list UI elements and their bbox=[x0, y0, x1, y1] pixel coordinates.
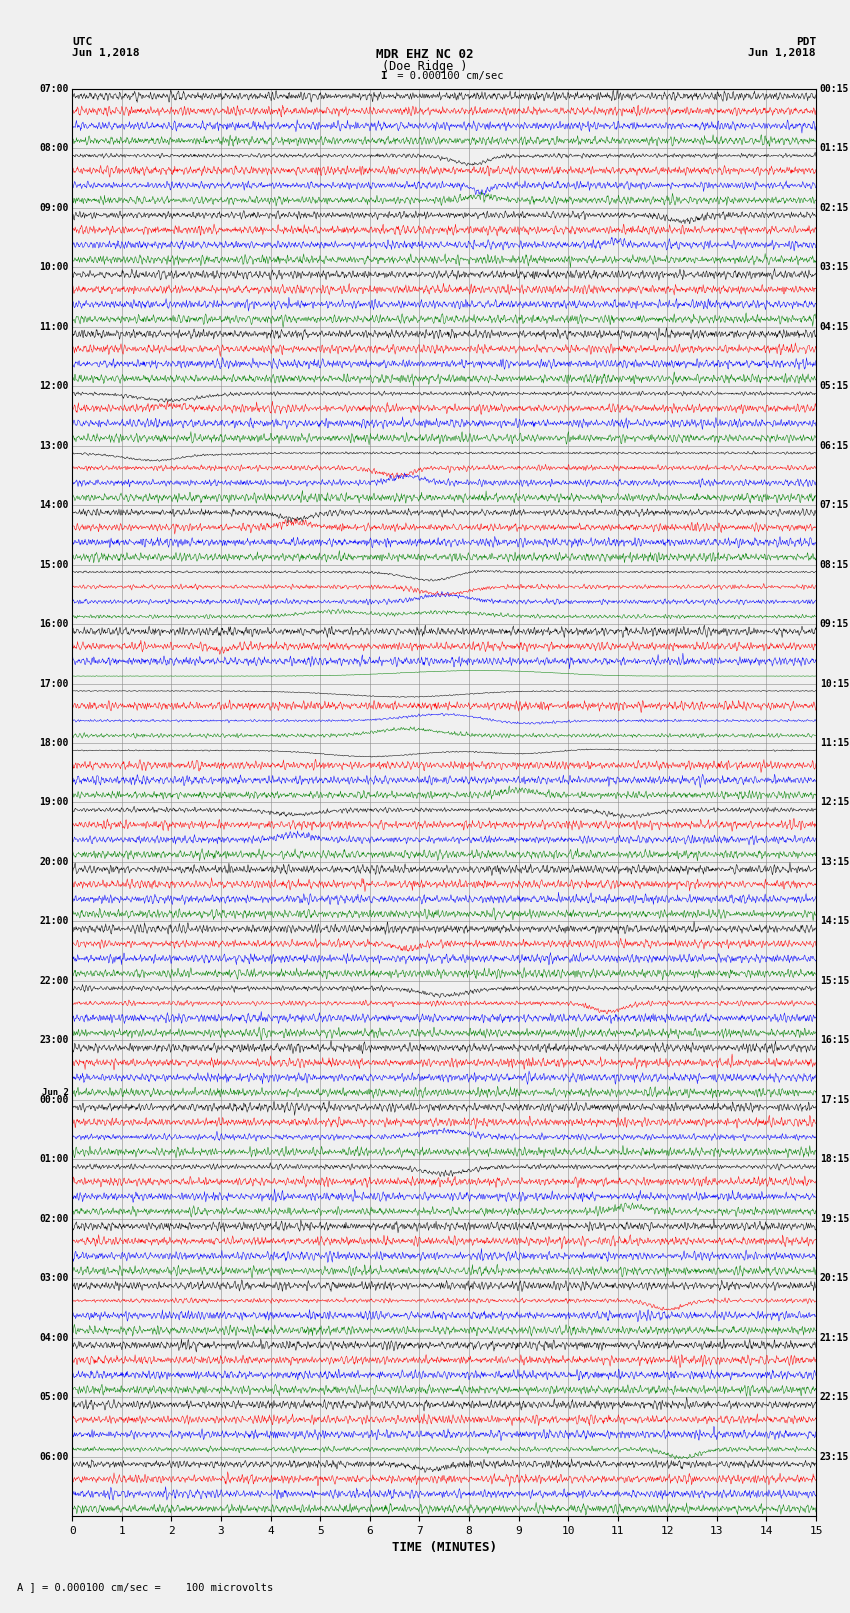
Text: 20:00: 20:00 bbox=[39, 857, 69, 866]
Text: 08:00: 08:00 bbox=[39, 144, 69, 153]
Text: 08:15: 08:15 bbox=[819, 560, 849, 569]
Text: 14:15: 14:15 bbox=[819, 916, 849, 926]
Text: 21:00: 21:00 bbox=[39, 916, 69, 926]
Text: 18:15: 18:15 bbox=[819, 1155, 849, 1165]
Text: Jun 2: Jun 2 bbox=[42, 1087, 69, 1097]
Text: 15:00: 15:00 bbox=[39, 560, 69, 569]
Text: (Doe Ridge ): (Doe Ridge ) bbox=[382, 60, 468, 73]
Text: PDT: PDT bbox=[796, 37, 816, 47]
Text: 05:00: 05:00 bbox=[39, 1392, 69, 1402]
Text: 09:15: 09:15 bbox=[819, 619, 849, 629]
Text: UTC: UTC bbox=[72, 37, 93, 47]
Text: 23:00: 23:00 bbox=[39, 1036, 69, 1045]
Text: 18:00: 18:00 bbox=[39, 739, 69, 748]
Text: MDR EHZ NC 02: MDR EHZ NC 02 bbox=[377, 48, 473, 61]
Text: 21:15: 21:15 bbox=[819, 1332, 849, 1342]
Text: Jun 1,2018: Jun 1,2018 bbox=[749, 48, 816, 58]
Text: 16:15: 16:15 bbox=[819, 1036, 849, 1045]
Text: 15:15: 15:15 bbox=[819, 976, 849, 986]
Text: = 0.000100 cm/sec: = 0.000100 cm/sec bbox=[391, 71, 503, 81]
Text: 12:00: 12:00 bbox=[39, 381, 69, 390]
Text: 19:15: 19:15 bbox=[819, 1215, 849, 1224]
Text: 10:15: 10:15 bbox=[819, 679, 849, 689]
Text: 17:00: 17:00 bbox=[39, 679, 69, 689]
Text: 04:00: 04:00 bbox=[39, 1332, 69, 1342]
Text: 23:15: 23:15 bbox=[819, 1452, 849, 1461]
Text: 03:00: 03:00 bbox=[39, 1273, 69, 1284]
Text: I: I bbox=[380, 71, 387, 81]
X-axis label: TIME (MINUTES): TIME (MINUTES) bbox=[392, 1542, 496, 1555]
Text: 13:00: 13:00 bbox=[39, 440, 69, 450]
Text: Jun 1,2018: Jun 1,2018 bbox=[72, 48, 139, 58]
Text: 04:15: 04:15 bbox=[819, 321, 849, 332]
Text: 11:15: 11:15 bbox=[819, 739, 849, 748]
Text: 00:00: 00:00 bbox=[39, 1095, 69, 1105]
Text: 01:15: 01:15 bbox=[819, 144, 849, 153]
Text: 19:00: 19:00 bbox=[39, 797, 69, 808]
Text: 00:15: 00:15 bbox=[819, 84, 849, 94]
Text: 12:15: 12:15 bbox=[819, 797, 849, 808]
Text: 10:00: 10:00 bbox=[39, 263, 69, 273]
Text: 20:15: 20:15 bbox=[819, 1273, 849, 1284]
Text: A ] = 0.000100 cm/sec =    100 microvolts: A ] = 0.000100 cm/sec = 100 microvolts bbox=[17, 1582, 273, 1592]
Text: 11:00: 11:00 bbox=[39, 321, 69, 332]
Text: 07:15: 07:15 bbox=[819, 500, 849, 510]
Text: 17:15: 17:15 bbox=[819, 1095, 849, 1105]
Text: 05:15: 05:15 bbox=[819, 381, 849, 390]
Text: 03:15: 03:15 bbox=[819, 263, 849, 273]
Text: 02:00: 02:00 bbox=[39, 1215, 69, 1224]
Text: 02:15: 02:15 bbox=[819, 203, 849, 213]
Text: 16:00: 16:00 bbox=[39, 619, 69, 629]
Text: 07:00: 07:00 bbox=[39, 84, 69, 94]
Text: 22:15: 22:15 bbox=[819, 1392, 849, 1402]
Text: 13:15: 13:15 bbox=[819, 857, 849, 866]
Text: 09:00: 09:00 bbox=[39, 203, 69, 213]
Text: 06:15: 06:15 bbox=[819, 440, 849, 450]
Text: 14:00: 14:00 bbox=[39, 500, 69, 510]
Text: 06:00: 06:00 bbox=[39, 1452, 69, 1461]
Text: 01:00: 01:00 bbox=[39, 1155, 69, 1165]
Text: 22:00: 22:00 bbox=[39, 976, 69, 986]
